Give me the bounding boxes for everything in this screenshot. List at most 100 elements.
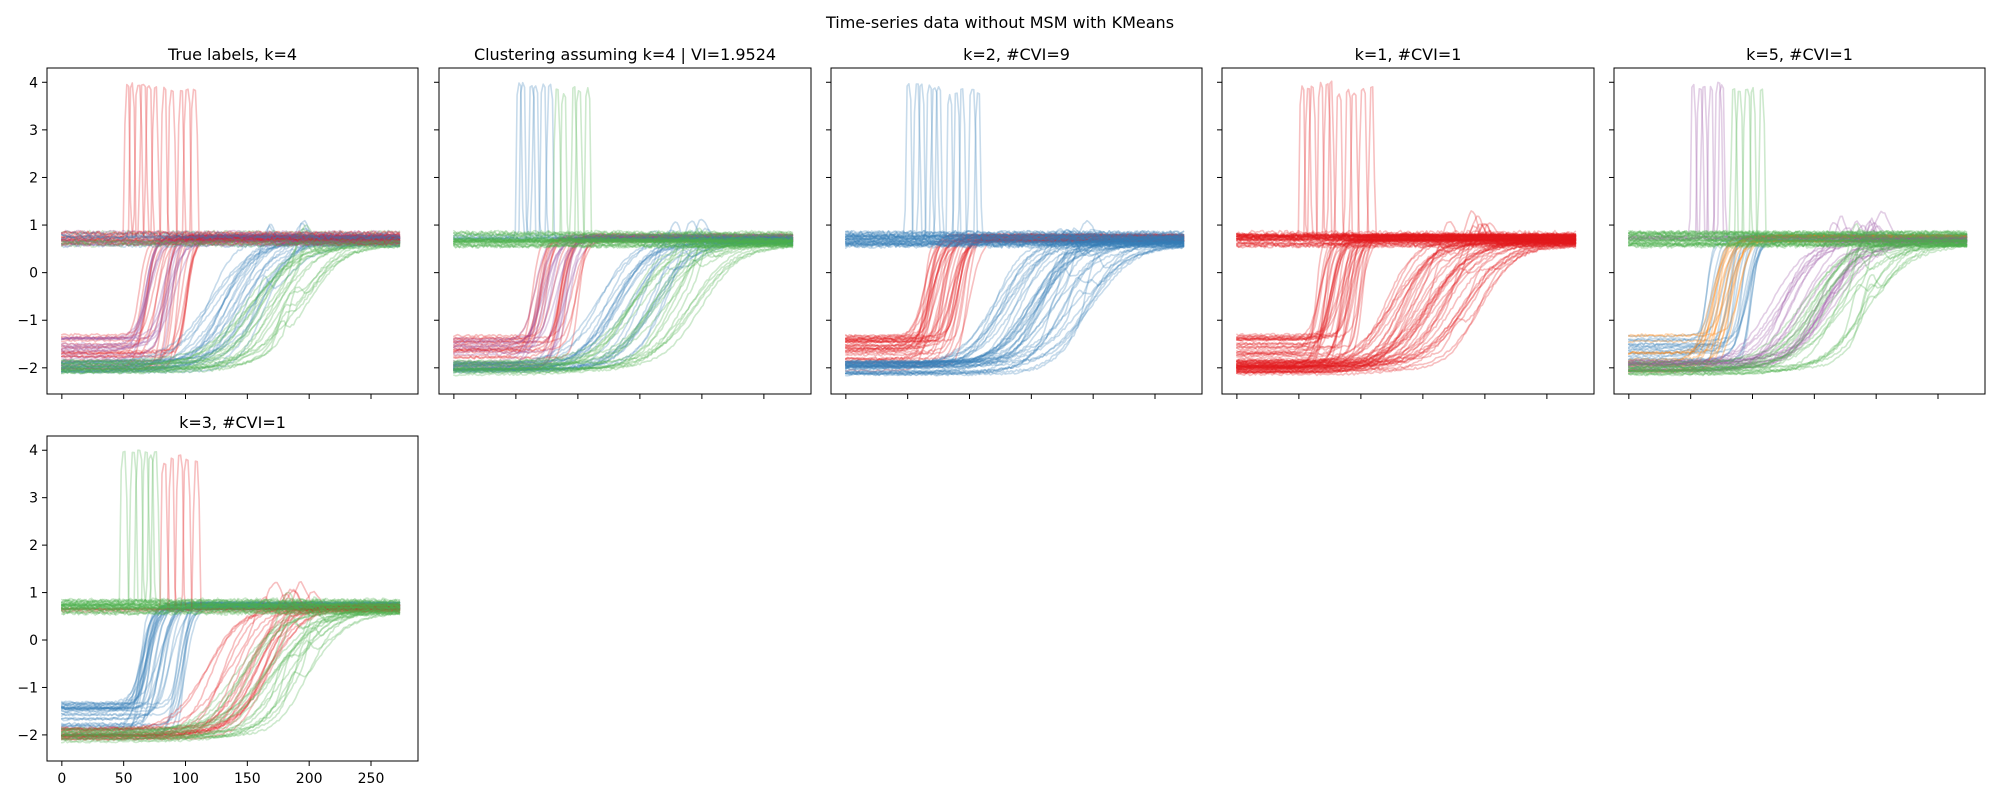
series-line-19: [1628, 239, 1968, 356]
series-line-28: [1628, 234, 1968, 344]
series-line-14: [1628, 233, 1968, 346]
series-line-111: [453, 242, 794, 248]
series-line-30: [1628, 235, 1968, 364]
series-line-17: [845, 238, 1185, 348]
series-line-12: [1628, 235, 1968, 351]
series-line-52: [1628, 241, 1968, 367]
series-line-23: [1236, 238, 1577, 371]
y-tick-label: −1: [17, 313, 38, 329]
series-line-67: [1628, 237, 1968, 365]
series-line-81: [453, 82, 794, 240]
series-line-11: [61, 239, 401, 353]
series-line-54: [1628, 240, 1968, 373]
series-line-21: [845, 237, 1185, 341]
series-line-52: [845, 234, 1185, 366]
series-line-89: [61, 89, 401, 245]
series-line-112: [453, 236, 794, 243]
series-line-113: [845, 235, 1185, 241]
series-line-8: [845, 234, 1185, 354]
series-line-112: [61, 230, 401, 236]
series-line-17: [61, 237, 401, 371]
series-line-6: [1236, 237, 1577, 342]
series-line-67: [61, 607, 401, 737]
series-line-104: [1236, 234, 1577, 240]
series-line-38: [1236, 233, 1577, 342]
series-line-102: [1628, 242, 1968, 248]
series-line-68: [845, 244, 1185, 369]
series-line-51: [1628, 237, 1968, 367]
series-line-102: [61, 600, 401, 607]
series-line-2: [61, 606, 401, 711]
series-line-108: [61, 606, 401, 612]
series-line-61: [845, 244, 1185, 376]
series-line-1: [1628, 239, 1968, 363]
series-line-67: [1236, 240, 1577, 371]
series-line-74: [61, 239, 401, 365]
series-line-18: [453, 235, 794, 348]
series-line-106: [453, 237, 794, 243]
series-line-24: [1628, 239, 1968, 355]
series-line-90: [453, 90, 794, 246]
subplot-5: k=5, #CVI=1: [1609, 45, 1986, 399]
series-line-31: [1236, 232, 1577, 354]
series-line-107: [453, 231, 794, 237]
series-line-70: [61, 611, 401, 732]
series-line-70: [453, 238, 794, 364]
series-line-72: [1628, 241, 1968, 372]
series-line-68: [1236, 238, 1577, 366]
series-line-96: [61, 603, 401, 609]
series-line-20: [1236, 238, 1577, 343]
series-line-108: [453, 239, 794, 245]
series-line-31: [61, 232, 401, 373]
series-line-21: [61, 606, 401, 708]
series-line-97: [1236, 233, 1577, 239]
series-line-102: [1236, 232, 1577, 239]
series-line-86: [61, 451, 401, 607]
series-line-43: [1236, 236, 1577, 368]
series-line-72: [453, 240, 794, 373]
series-line-41: [1628, 239, 1968, 372]
series-line-26: [61, 601, 401, 716]
series-line-65: [1628, 245, 1968, 377]
series-line-5: [61, 232, 401, 359]
series-line-3: [1236, 235, 1577, 349]
series-line-30: [845, 233, 1185, 352]
series-line-49: [1628, 210, 1968, 365]
series-line-36: [1236, 237, 1577, 356]
series-line-38: [61, 600, 401, 710]
series-line-60: [1236, 215, 1577, 369]
x-tick-label: 250: [358, 771, 385, 787]
series-line-56: [453, 241, 794, 368]
series-line-61: [61, 241, 401, 372]
series-line-115: [845, 237, 1185, 244]
series-line-46: [845, 240, 1185, 368]
series-line-7: [61, 234, 401, 371]
series-line-23: [61, 606, 401, 707]
series-line-72: [61, 596, 401, 731]
series-line-16: [1236, 235, 1577, 364]
series-line-115: [61, 603, 401, 609]
series-line-97: [1628, 230, 1968, 236]
series-line-79: [845, 246, 1185, 367]
axes-frame: [46, 67, 419, 395]
series-line-99: [845, 241, 1185, 247]
series-line-76: [845, 239, 1185, 364]
series-line-73: [1628, 243, 1968, 372]
series-line-77: [1236, 241, 1577, 369]
series-line-44: [61, 240, 401, 373]
series-line-99: [1236, 233, 1577, 239]
series-line-19: [1236, 233, 1577, 350]
series-line-54: [845, 241, 1185, 370]
series-line-98: [1628, 236, 1968, 242]
series-line-13: [453, 234, 794, 372]
series-line-92: [1236, 235, 1577, 241]
series-line-20: [845, 239, 1185, 347]
series-line-63: [61, 245, 401, 372]
series-line-112: [1628, 230, 1968, 236]
series-line-6: [1628, 234, 1968, 342]
series-line-108: [1236, 232, 1577, 238]
series-line-59: [845, 242, 1185, 374]
series-line-38: [61, 233, 401, 360]
series-line-101: [845, 242, 1185, 249]
